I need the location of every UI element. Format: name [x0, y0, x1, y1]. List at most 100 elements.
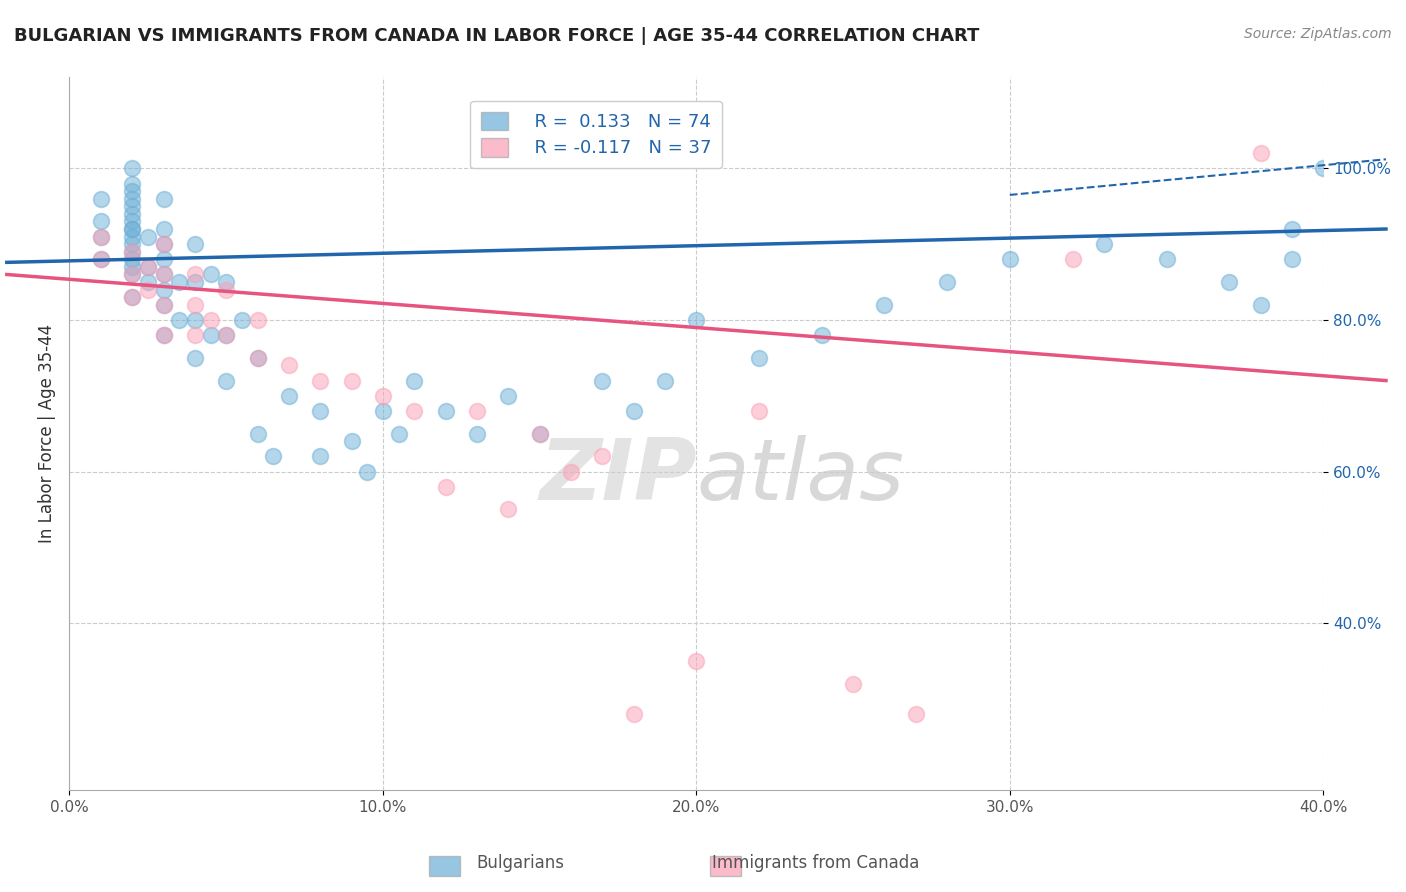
Text: Source: ZipAtlas.com: Source: ZipAtlas.com [1244, 27, 1392, 41]
Point [90, 214, 112, 228]
Point [748, 351, 770, 365]
Point [121, 252, 143, 267]
Point [121, 199, 143, 213]
Point [1250, 146, 1272, 161]
Point [936, 275, 959, 289]
Point [388, 426, 411, 441]
Point [90, 229, 112, 244]
Point [465, 426, 488, 441]
Point [167, 275, 190, 289]
Point [136, 229, 159, 244]
Point [231, 313, 253, 327]
Point [152, 237, 174, 252]
Point [184, 313, 207, 327]
Point [309, 450, 332, 464]
Point [1281, 252, 1303, 267]
Point [1312, 161, 1334, 176]
Point [810, 328, 832, 343]
Point [90, 192, 112, 206]
Point [498, 502, 520, 516]
Point [121, 222, 143, 236]
Point [623, 404, 645, 418]
Text: atlas: atlas [696, 435, 904, 518]
Point [340, 374, 363, 388]
Point [529, 426, 551, 441]
Point [152, 192, 174, 206]
Point [136, 283, 159, 297]
Point [121, 229, 143, 244]
Point [152, 268, 174, 282]
Text: ZIP: ZIP [538, 435, 696, 518]
Point [685, 654, 707, 668]
Text: Bulgarians: Bulgarians [477, 855, 564, 872]
Point [371, 404, 394, 418]
Point [748, 404, 770, 418]
Point [277, 359, 299, 373]
Point [200, 313, 222, 327]
Point [246, 351, 269, 365]
Point [309, 374, 332, 388]
Point [121, 207, 143, 221]
Point [1218, 275, 1240, 289]
Point [152, 298, 174, 312]
Point [121, 244, 143, 259]
Point [152, 283, 174, 297]
Point [90, 229, 112, 244]
Point [873, 298, 896, 312]
Point [152, 328, 174, 343]
Point [136, 260, 159, 274]
Text: BULGARIAN VS IMMIGRANTS FROM CANADA IN LABOR FORCE | AGE 35-44 CORRELATION CHART: BULGARIAN VS IMMIGRANTS FROM CANADA IN L… [14, 27, 980, 45]
Point [152, 298, 174, 312]
Point [591, 450, 613, 464]
Y-axis label: In Labor Force | Age 35-44: In Labor Force | Age 35-44 [38, 324, 56, 543]
Point [215, 328, 238, 343]
Point [121, 184, 143, 198]
Point [434, 404, 457, 418]
Point [184, 268, 207, 282]
Point [529, 426, 551, 441]
Point [215, 275, 238, 289]
Legend:   R =  0.133   N = 74,   R = -0.117   N = 37: R = 0.133 N = 74, R = -0.117 N = 37 [470, 101, 721, 169]
Point [246, 313, 269, 327]
Point [215, 374, 238, 388]
Point [136, 275, 159, 289]
Point [654, 374, 676, 388]
Point [121, 290, 143, 304]
Point [1062, 252, 1084, 267]
Point [121, 192, 143, 206]
Point [434, 480, 457, 494]
Point [200, 268, 222, 282]
Point [121, 161, 143, 176]
Point [184, 275, 207, 289]
Point [1156, 252, 1178, 267]
Point [340, 434, 363, 449]
Point [465, 404, 488, 418]
Point [685, 313, 707, 327]
Point [152, 237, 174, 252]
Point [90, 252, 112, 267]
Point [842, 677, 865, 691]
Point [404, 374, 426, 388]
Point [246, 351, 269, 365]
Point [184, 237, 207, 252]
Point [246, 426, 269, 441]
Point [1092, 237, 1115, 252]
Point [121, 177, 143, 191]
Point [184, 328, 207, 343]
Point [498, 389, 520, 403]
Point [262, 450, 284, 464]
Point [215, 283, 238, 297]
Point [560, 465, 582, 479]
Point [904, 707, 927, 722]
Point [121, 260, 143, 274]
Point [623, 707, 645, 722]
Point [1250, 298, 1272, 312]
Point [152, 252, 174, 267]
Text: Immigrants from Canada: Immigrants from Canada [711, 855, 920, 872]
Point [121, 268, 143, 282]
Point [184, 298, 207, 312]
Point [121, 214, 143, 228]
Point [1281, 222, 1303, 236]
Point [121, 244, 143, 259]
Point [215, 328, 238, 343]
